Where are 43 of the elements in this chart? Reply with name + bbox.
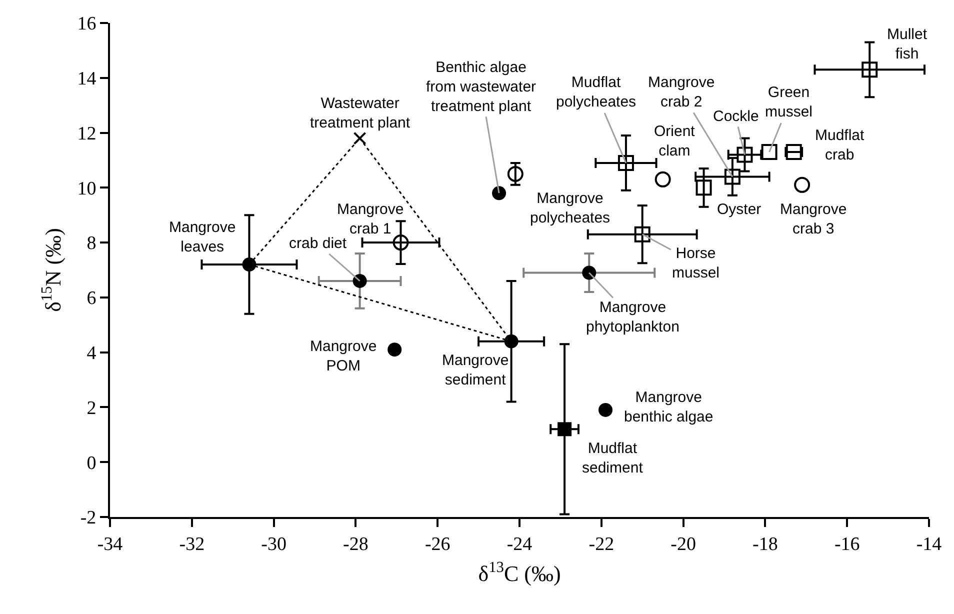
series-label: Mangrove crab 3	[780, 201, 847, 238]
x-tick-label: -20	[670, 534, 696, 555]
x-tick-label: -28	[343, 534, 368, 555]
x-tick-label: -34	[97, 534, 124, 555]
y-tick-label: 14	[77, 68, 97, 90]
series-label: crab diet	[289, 235, 348, 252]
series-label: Orient clam	[654, 123, 696, 160]
series-label: Wastewater treatment plant	[310, 95, 411, 132]
y-tick-label: 4	[86, 342, 97, 364]
series-label: Mudflat crab	[815, 127, 866, 164]
x-tick-label: -14	[916, 534, 942, 555]
y-tick-label: 10	[77, 178, 96, 200]
annotation: Horse mussel	[672, 245, 720, 282]
text: Mudflat polycheates	[556, 74, 636, 110]
series-label: Cockle	[713, 108, 759, 125]
series-label: Oyster	[717, 201, 762, 218]
series-label: Mangrove POM	[310, 338, 377, 374]
y-tick-label: 12	[77, 123, 96, 144]
x-axis-title: δ$^{13}$C (‰)	[478, 558, 561, 586]
x-tick-label: -32	[179, 534, 205, 555]
y-tick-label: 2	[86, 398, 96, 419]
x-tick-label: -16	[834, 534, 860, 555]
y-tick-label: -2	[80, 508, 96, 529]
x-tick-label: -26	[424, 534, 450, 555]
series-label: Mangrove polycheates	[530, 190, 610, 226]
x-tick-label: -24	[506, 534, 533, 555]
x-tick-label: -18	[752, 534, 778, 555]
series-label: Mangrove benthic algae	[624, 389, 714, 426]
series-label: Mangrove crab 1	[337, 201, 404, 238]
x-tick-label: -30	[261, 534, 286, 555]
y-tick-label: 0	[86, 452, 96, 474]
series-label: Green mussel	[765, 84, 813, 120]
y-tick-label: 16	[77, 14, 96, 35]
y-tick-label: 8	[86, 233, 96, 254]
text: Mangrove crab 2	[648, 74, 715, 110]
series-label: Mangrove sediment	[442, 352, 509, 388]
series-label: Mudflat sediment	[582, 440, 644, 476]
series-label: Mullet fish	[887, 26, 928, 62]
series-label: Mangrove leaves	[169, 219, 236, 256]
x-tick-label: -22	[588, 534, 614, 555]
text: Benthic algae from wastewater treatment plant	[426, 59, 536, 115]
y-tick-label: 6	[86, 288, 96, 310]
series-label: Mangrove phytoplankton	[586, 299, 680, 336]
